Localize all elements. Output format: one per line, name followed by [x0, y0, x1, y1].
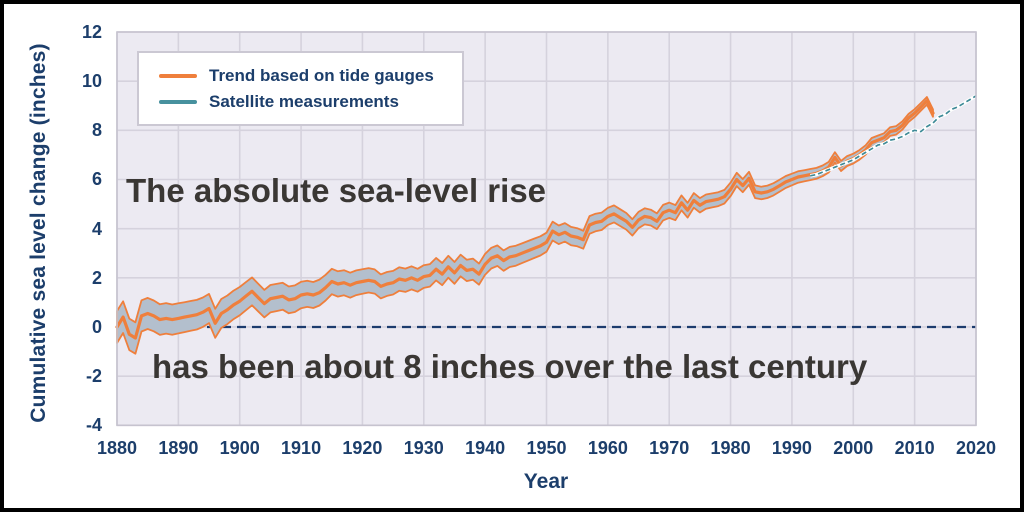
legend-entry-tide-gauges: Trend based on tide gauges — [159, 66, 462, 86]
x-tick-label: 1900 — [219, 438, 260, 458]
x-tick-label: 1880 — [96, 438, 138, 458]
tide-gauge-line-icon — [159, 73, 197, 78]
x-axis-title: Year — [523, 470, 569, 493]
y-tick-label: -2 — [85, 366, 102, 387]
tide-gauge-trend-line — [115, 99, 935, 340]
y-tick-label: 8 — [91, 120, 102, 141]
plot-border — [116, 31, 977, 427]
x-tick-label: 1890 — [158, 438, 199, 458]
y-tick-label: 6 — [91, 169, 102, 190]
annotation-line-2: has been about 8 inches over the last ce… — [152, 348, 868, 385]
x-tick-label: 1960 — [587, 438, 628, 458]
satellite-line-icon — [159, 99, 197, 104]
legend: Trend based on tide gauges Satellite mea… — [137, 51, 464, 126]
x-tick-label: 1940 — [465, 438, 506, 458]
legend-entry-satellite: Satellite measurements — [159, 92, 462, 112]
x-tick-label: 1980 — [710, 438, 751, 458]
x-tick-label: 1970 — [649, 438, 690, 458]
y-tick-label: 0 — [91, 316, 102, 337]
x-tick-label: 1950 — [526, 438, 567, 458]
y-tick-label: 10 — [81, 71, 102, 92]
x-tick-label: 1910 — [281, 438, 322, 458]
y-tick-label: 4 — [91, 218, 102, 239]
legend-label-satellite: Satellite measurements — [209, 91, 399, 111]
x-tick-label: 2010 — [894, 438, 935, 458]
y-tick-label: -4 — [85, 415, 102, 436]
satellite-measurements-line — [810, 95, 977, 177]
annotation-line-1: The absolute sea-level rise — [126, 172, 547, 209]
plot-area — [115, 31, 977, 427]
x-tick-label: 1920 — [342, 438, 383, 458]
x-tick-label: 2020 — [955, 438, 997, 458]
y-tick-label: 12 — [81, 22, 102, 42]
x-tick-label: 2000 — [833, 438, 874, 458]
y-tick-label: 2 — [91, 267, 102, 288]
legend-label-tide-gauges: Trend based on tide gauges — [209, 65, 434, 85]
x-tick-label: 1930 — [403, 438, 444, 458]
x-tick-label: 1990 — [771, 438, 812, 458]
